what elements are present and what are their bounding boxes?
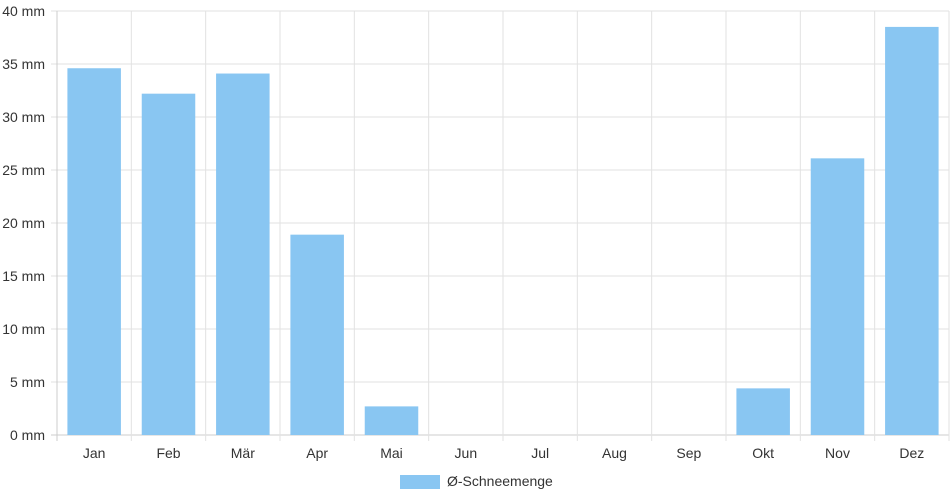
- bar-nov[interactable]: [810, 158, 865, 435]
- x-tick-label: Mär: [231, 445, 255, 461]
- bar-okt[interactable]: [736, 388, 790, 435]
- bar-jan[interactable]: [67, 68, 121, 436]
- y-tick-label: 25 mm: [2, 162, 45, 178]
- x-tick-label: Okt: [752, 445, 774, 461]
- x-tick-label: Aug: [602, 445, 627, 461]
- x-tick-label: Nov: [825, 445, 850, 461]
- x-tick-label: Feb: [156, 445, 180, 461]
- bar-apr[interactable]: [290, 234, 344, 435]
- legend[interactable]: Ø-Schneemenge: [400, 473, 553, 489]
- y-tick-label: 30 mm: [2, 109, 45, 125]
- y-tick-label: 10 mm: [2, 321, 45, 337]
- x-axis-ticks: Jan Feb Mär Apr Mai Jun Jul Aug Sep Okt Nov Dez: [83, 445, 924, 461]
- y-axis-ticks: 0 mm 5 mm 10 mm 15 mm 20 mm 25 mm 30 mm 35 mm 40…: [2, 3, 45, 443]
- y-tick-label: 35 mm: [2, 56, 45, 72]
- legend-swatch: [400, 475, 440, 489]
- bar-mär[interactable]: [216, 73, 270, 435]
- x-tick-label: Jul: [531, 445, 549, 461]
- bar-mai[interactable]: [364, 406, 419, 435]
- bar-feb[interactable]: [141, 93, 196, 436]
- x-tick-label: Jan: [83, 445, 106, 461]
- y-tick-label: 15 mm: [2, 268, 45, 284]
- y-tick-label: 5 mm: [10, 374, 45, 390]
- y-tick-label: 20 mm: [2, 215, 45, 231]
- bars: [67, 26, 939, 436]
- y-tick-label: 0 mm: [10, 427, 45, 443]
- grid: [51, 10, 950, 441]
- legend-label: Ø-Schneemenge: [447, 473, 553, 489]
- x-tick-label: Apr: [306, 445, 328, 461]
- x-tick-label: Sep: [676, 445, 701, 461]
- x-tick-label: Dez: [899, 445, 924, 461]
- x-tick-label: Jun: [455, 445, 478, 461]
- bar-dez[interactable]: [885, 26, 939, 436]
- y-tick-label: 40 mm: [2, 3, 45, 19]
- x-tick-label: Mai: [380, 445, 403, 461]
